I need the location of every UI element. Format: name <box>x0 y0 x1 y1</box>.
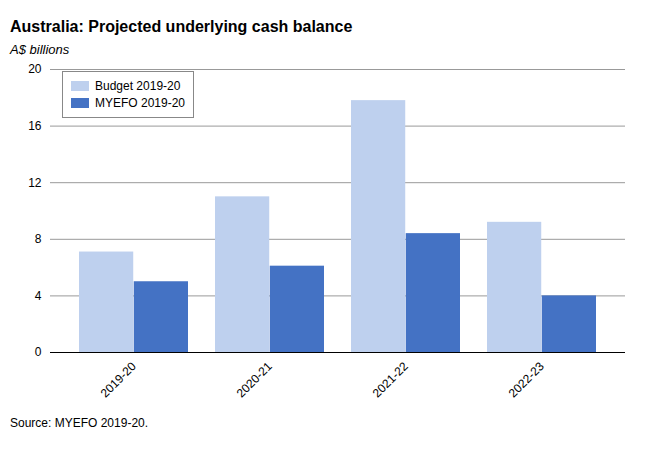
svg-text:2021-22: 2021-22 <box>370 359 411 400</box>
html-text:MYEFO 2019-20: MYEFO 2019-20 <box>95 96 185 110</box>
svg-text:0: 0 <box>35 345 42 359</box>
html-text:A$ billions: A$ billions <box>10 42 70 57</box>
svg-text:2022-23: 2022-23 <box>506 359 547 400</box>
html-text:Australia: Projected underlyin: Australia: Projected underlying cash bal… <box>10 18 353 35</box>
svg-text:12: 12 <box>28 176 42 190</box>
svg-text:16: 16 <box>28 119 42 133</box>
html-text:Source: MYEFO 2019-20.: Source: MYEFO 2019-20. <box>10 416 149 430</box>
svg-text:20: 20 <box>28 62 42 76</box>
svg-text:2020-21: 2020-21 <box>234 359 275 400</box>
svg-text:2019-20: 2019-20 <box>98 359 139 400</box>
svg-text:8: 8 <box>35 232 42 246</box>
html-text:Budget 2019-20: Budget 2019-20 <box>95 79 181 93</box>
svg-text:4: 4 <box>35 289 42 303</box>
